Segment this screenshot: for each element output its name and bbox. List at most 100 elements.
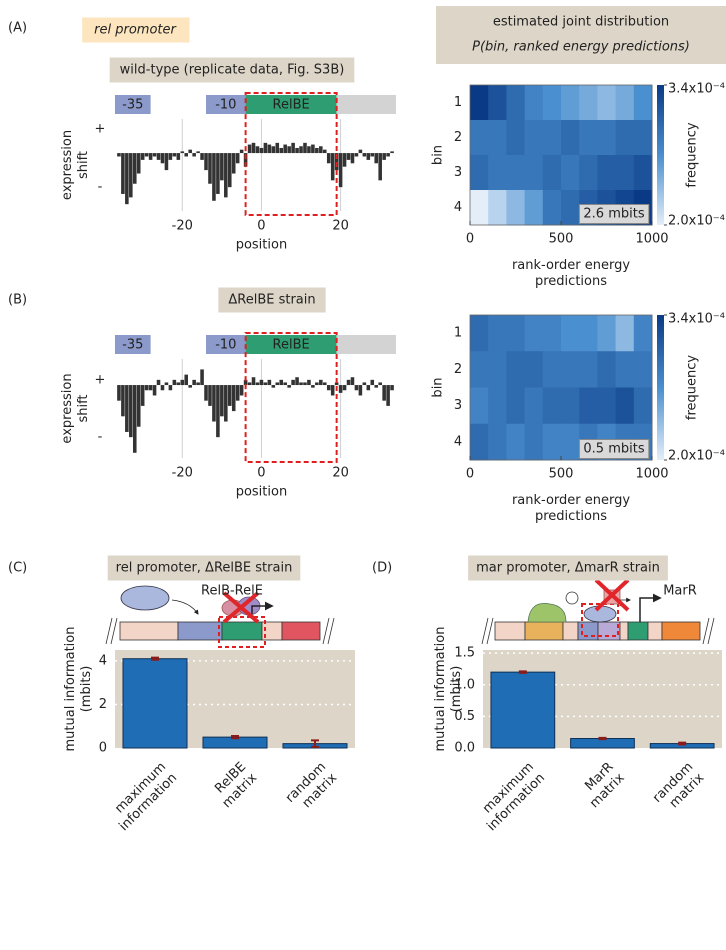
x-tick-label: randommatrix: [650, 759, 707, 816]
annotation: RelB-RelE: [201, 584, 263, 599]
annotation: 2.6 mbits: [583, 207, 644, 222]
bar: [271, 385, 276, 388]
bar: [152, 153, 157, 157]
heat-cell: [470, 423, 489, 461]
bar: [386, 385, 390, 406]
heat-cell: [561, 423, 580, 461]
bar: [378, 382, 382, 386]
bar: [144, 385, 149, 391]
heat-cell: [506, 423, 526, 461]
heat-cell: [561, 351, 580, 388]
bar: [148, 385, 153, 391]
bar: [239, 149, 244, 154]
region: [336, 335, 397, 354]
bar: [370, 153, 375, 157]
x-tick-label: 0: [466, 232, 474, 247]
error-bar: [231, 735, 239, 740]
heat-cell: [615, 351, 635, 388]
heat-cell: [542, 315, 562, 352]
bar: [358, 149, 363, 154]
bar: [144, 153, 149, 157]
bar: [188, 149, 192, 154]
bar: [342, 385, 347, 391]
bar: [208, 385, 212, 406]
y-tick-label: 3: [454, 165, 462, 180]
heat-cell: [542, 190, 562, 226]
bar: [299, 146, 303, 154]
x-tick-label: 1000: [635, 467, 668, 482]
x-tick-label: 0: [257, 466, 265, 481]
bar: [164, 153, 169, 171]
heat-cell: [470, 120, 489, 156]
bar: [378, 153, 382, 181]
bar: [239, 385, 244, 396]
y-tick-label: 0.5: [454, 709, 475, 724]
bar: [374, 385, 379, 388]
bar: [140, 385, 145, 406]
heat-cell: [615, 120, 635, 156]
heat-cell: [579, 387, 598, 425]
x-tick-label: -20: [172, 219, 193, 234]
bar: [243, 153, 248, 167]
bar: [168, 385, 173, 391]
bar: [247, 382, 252, 386]
bar: [267, 379, 272, 386]
heat-cell: [615, 155, 635, 191]
bar: [307, 379, 311, 386]
region-label: -35: [122, 338, 143, 353]
bar: [196, 382, 200, 386]
bar: [122, 658, 188, 749]
bar: [220, 153, 224, 181]
y-tick-label: 1.5: [454, 646, 475, 661]
bar: [176, 382, 181, 386]
error-bar: [678, 741, 687, 746]
bar: [160, 153, 165, 164]
bar: [358, 385, 363, 396]
y-axis-label: bin: [431, 145, 446, 165]
bar: [208, 153, 212, 184]
bar: [156, 379, 161, 386]
bar: [172, 379, 177, 386]
x-tick-label: RelBEmatrix: [208, 759, 260, 811]
heat-cell: [488, 315, 507, 352]
bar: [204, 153, 208, 171]
heat-cell: [633, 155, 653, 191]
region: [245, 335, 337, 354]
bar: [212, 385, 216, 422]
bar: [247, 144, 252, 154]
bar: [279, 147, 284, 154]
bar: [180, 151, 185, 154]
heat-cell: [470, 85, 489, 121]
chart-title: estimated joint distribution: [493, 15, 669, 30]
region: [114, 95, 151, 114]
heat-cell: [470, 351, 489, 388]
label-box: [109, 57, 355, 83]
panel-label: (D): [372, 561, 392, 576]
bar: [255, 146, 260, 154]
highlight-box: [244, 332, 338, 463]
bar: [326, 385, 331, 391]
bar: [251, 142, 256, 154]
bar: [196, 151, 200, 154]
panel-title: mar promoter, ΔmarR strain: [476, 561, 660, 576]
y-tick-label: 3: [454, 398, 462, 413]
bar: [216, 385, 220, 438]
region: [336, 95, 397, 114]
heat-cell: [470, 155, 489, 191]
bar: [362, 382, 367, 386]
bar: [231, 153, 236, 174]
heat-cell: [597, 315, 617, 352]
heat-cell: [633, 351, 653, 388]
bar: [330, 385, 335, 396]
region-label: -10: [215, 338, 236, 353]
label-box: [578, 204, 650, 224]
heat-cell: [633, 315, 653, 352]
bar: [283, 144, 287, 154]
error-bar: [598, 736, 607, 741]
region-label: RelBE: [273, 338, 310, 353]
bar: [220, 385, 224, 417]
x-tick-label: randommatrix: [283, 759, 340, 816]
bar: [192, 153, 196, 157]
